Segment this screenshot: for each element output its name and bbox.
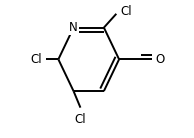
Text: Cl: Cl <box>75 113 86 126</box>
Text: N: N <box>69 21 78 34</box>
Text: Cl: Cl <box>120 5 132 18</box>
Text: Cl: Cl <box>30 53 42 66</box>
Text: O: O <box>155 53 164 66</box>
